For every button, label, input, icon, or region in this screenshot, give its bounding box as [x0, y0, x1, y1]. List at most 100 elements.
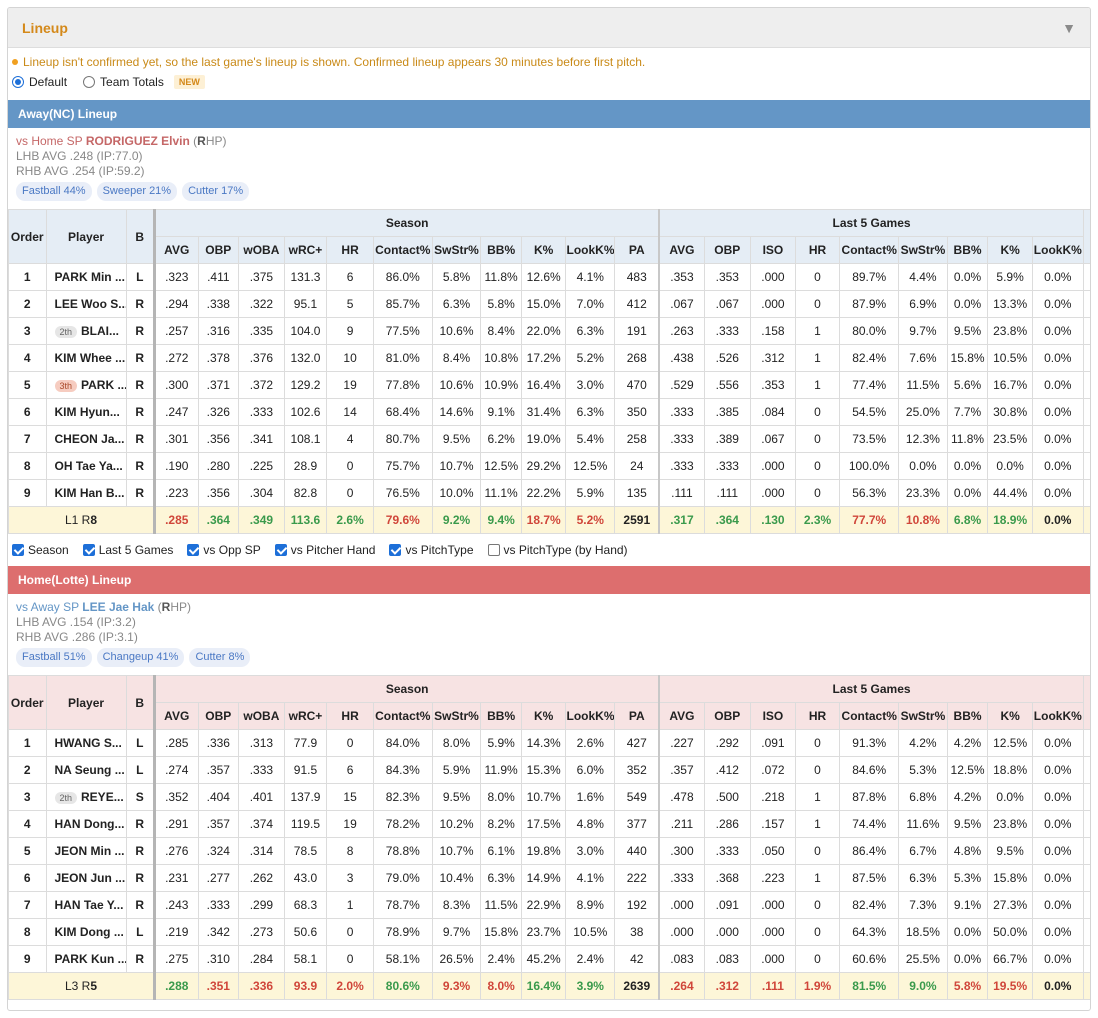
- pitch-tag[interactable]: Fastball 44%: [16, 182, 92, 201]
- col-order[interactable]: Order: [8, 209, 47, 264]
- player-cell[interactable]: 3th PARK ...: [45, 371, 127, 399]
- last5-col-header[interactable]: AVG: [658, 236, 705, 264]
- last5-col-header[interactable]: BB%: [946, 236, 989, 264]
- player-cell[interactable]: KIM Whee ...: [45, 344, 127, 372]
- last5-col-header[interactable]: K%: [987, 236, 1033, 264]
- checkbox-checked-icon[interactable]: [82, 544, 95, 556]
- season-col-header[interactable]: OBP: [197, 236, 240, 264]
- season-col-header[interactable]: wOBA: [238, 702, 285, 730]
- season-col-header[interactable]: PA: [614, 702, 660, 730]
- checkbox-checked-icon[interactable]: [274, 544, 287, 556]
- col-bats[interactable]: B: [125, 209, 155, 264]
- pitch-tag[interactable]: Cutter 8%: [189, 648, 251, 667]
- pitch-tag[interactable]: Sweeper 21%: [96, 182, 178, 201]
- player-cell[interactable]: KIM Dong ...: [45, 918, 127, 946]
- filter-checkbox[interactable]: vs Opp SP: [187, 543, 261, 557]
- season-col-header[interactable]: LookK%: [565, 702, 616, 730]
- checkbox-unchecked-icon[interactable]: [487, 544, 500, 556]
- season-col-header[interactable]: Contact%: [372, 702, 433, 730]
- last5-col-header[interactable]: Contact%: [839, 702, 900, 730]
- last5-col-header[interactable]: LookK%: [1031, 702, 1084, 730]
- season-col-header[interactable]: BB%: [480, 702, 522, 730]
- player-cell[interactable]: JEON Jun ...: [45, 864, 127, 892]
- checkbox-checked-icon[interactable]: [12, 544, 24, 556]
- last5-col-header[interactable]: SwStr%: [898, 236, 948, 264]
- player-name[interactable]: HWANG S...: [54, 736, 122, 750]
- season-col-header[interactable]: K%: [520, 236, 567, 264]
- player-name[interactable]: BLAI...: [81, 324, 120, 338]
- last5-col-header[interactable]: HR: [794, 236, 841, 264]
- player-cell[interactable]: OH Tae Ya...: [45, 452, 127, 480]
- col-player[interactable]: Player: [45, 675, 127, 730]
- season-col-header[interactable]: wRC+: [283, 236, 328, 264]
- player-name[interactable]: OH Tae Ya...: [54, 459, 123, 473]
- season-col-header[interactable]: OBP: [197, 702, 240, 730]
- season-col-header[interactable]: BB%: [480, 236, 522, 264]
- checkbox-checked-icon[interactable]: [389, 544, 402, 556]
- season-col-header[interactable]: wRC+: [283, 702, 328, 730]
- season-col-header[interactable]: SwStr%: [431, 702, 482, 730]
- player-name[interactable]: KIM Hyun...: [54, 405, 120, 419]
- player-cell[interactable]: PARK Min ...: [45, 263, 127, 291]
- player-cell[interactable]: PARK Kun ...: [45, 945, 127, 973]
- checkbox-checked-icon[interactable]: [187, 544, 200, 556]
- player-name[interactable]: KIM Han B...: [54, 486, 125, 500]
- pitch-tag[interactable]: Changeup 41%: [96, 648, 185, 667]
- season-col-header[interactable]: Contact%: [372, 236, 433, 264]
- last5-col-header[interactable]: LookK%: [1031, 236, 1084, 264]
- panel-header[interactable]: Lineup ▼: [8, 8, 1090, 48]
- radio-selected-icon[interactable]: [12, 76, 24, 88]
- player-name[interactable]: HAN Dong...: [54, 817, 125, 831]
- last5-col-header[interactable]: K%: [987, 702, 1033, 730]
- col-player[interactable]: Player: [45, 209, 127, 264]
- col-bats[interactable]: B: [125, 675, 155, 730]
- last5-col-header[interactable]: OBP: [703, 702, 752, 730]
- last5-col-header[interactable]: ISO: [750, 702, 796, 730]
- season-col-header[interactable]: AVG: [152, 702, 199, 730]
- last5-col-header[interactable]: BB%: [946, 702, 989, 730]
- pitch-tag[interactable]: Fastball 51%: [16, 648, 92, 667]
- col-order[interactable]: Order: [8, 675, 47, 730]
- player-cell[interactable]: CHEON Ja...: [45, 425, 127, 453]
- season-col-header[interactable]: SwStr%: [431, 236, 482, 264]
- player-name[interactable]: KIM Whee ...: [54, 351, 126, 365]
- home-sp-name[interactable]: LEE Jae Hak: [82, 600, 155, 614]
- player-name[interactable]: PARK Kun ...: [54, 952, 127, 966]
- player-name[interactable]: CHEON Ja...: [54, 432, 125, 446]
- player-cell[interactable]: HAN Tae Y...: [45, 891, 127, 919]
- season-col-header[interactable]: K%: [520, 702, 567, 730]
- caret-down-icon[interactable]: ▼: [1062, 19, 1076, 36]
- away-sp-name[interactable]: RODRIGUEZ Elvin: [85, 134, 190, 148]
- player-cell[interactable]: LEE Woo S...: [45, 290, 127, 318]
- player-name[interactable]: PARK ...: [81, 378, 127, 392]
- player-cell[interactable]: 2th REYE...: [45, 783, 127, 811]
- player-name[interactable]: HAN Tae Y...: [54, 898, 124, 912]
- season-col-header[interactable]: HR: [326, 236, 374, 264]
- player-cell[interactable]: HAN Dong...: [45, 810, 127, 838]
- last5-col-header[interactable]: AVG: [658, 702, 705, 730]
- filter-checkbox[interactable]: vs PitchType: [389, 543, 474, 557]
- player-name[interactable]: PARK Min ...: [54, 270, 125, 284]
- player-cell[interactable]: HWANG S...: [45, 729, 127, 757]
- season-col-header[interactable]: PA: [614, 236, 660, 264]
- last5-col-header[interactable]: OBP: [703, 236, 752, 264]
- last5-col-header[interactable]: Contact%: [839, 236, 900, 264]
- player-cell[interactable]: JEON Min ...: [45, 837, 127, 865]
- radio-unselected-icon[interactable]: [83, 76, 96, 88]
- last5-col-header[interactable]: SwStr%: [898, 702, 948, 730]
- filter-checkbox[interactable]: Season: [12, 543, 69, 557]
- filter-checkbox[interactable]: Last 5 Games: [82, 543, 173, 557]
- player-cell[interactable]: KIM Hyun...: [45, 398, 127, 426]
- player-name[interactable]: KIM Dong ...: [54, 925, 124, 939]
- player-name[interactable]: JEON Jun ...: [54, 871, 126, 885]
- player-name[interactable]: REYE...: [81, 790, 124, 804]
- team-totals-radio[interactable]: Team Totals: [83, 75, 164, 89]
- season-col-header[interactable]: AVG: [152, 236, 199, 264]
- last5-col-header[interactable]: HR: [794, 702, 841, 730]
- default-radio[interactable]: Default: [12, 75, 67, 89]
- filter-checkbox[interactable]: vs Pitcher Hand: [274, 543, 375, 557]
- player-name[interactable]: LEE Woo S...: [54, 297, 127, 311]
- player-cell[interactable]: NA Seung ...: [45, 756, 127, 784]
- pitch-tag[interactable]: Cutter 17%: [182, 182, 250, 201]
- last5-col-header[interactable]: ISO: [750, 236, 796, 264]
